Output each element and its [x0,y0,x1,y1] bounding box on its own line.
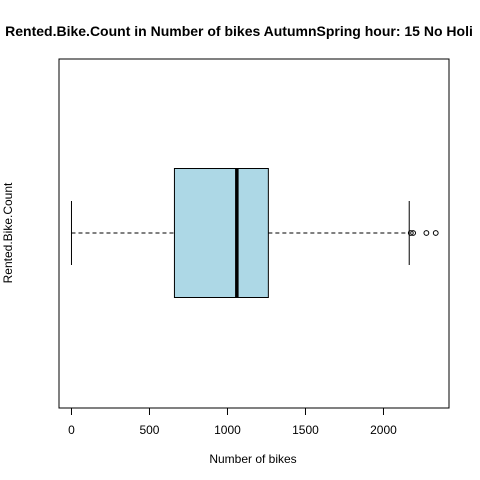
outlier-point [410,230,417,236]
x-axis: 0 500 1000 1500 2000 [68,407,397,437]
x-tick-label: 0 [68,423,75,437]
x-tick-label: 2000 [370,423,397,437]
x-tick-label: 1000 [214,423,241,437]
outlier-point [432,230,439,236]
x-axis-label: Number of bikes [209,452,296,466]
outlier-point [423,230,430,236]
chart-title: Rented.Bike.Count in Number of bikes Aut… [5,23,473,39]
outlier-point [407,230,414,236]
x-tick-label: 1500 [292,423,319,437]
y-axis-label: Rented.Bike.Count [1,182,15,283]
iqr-box [173,168,269,298]
box-group [70,168,439,298]
x-tick-label: 500 [139,423,159,437]
